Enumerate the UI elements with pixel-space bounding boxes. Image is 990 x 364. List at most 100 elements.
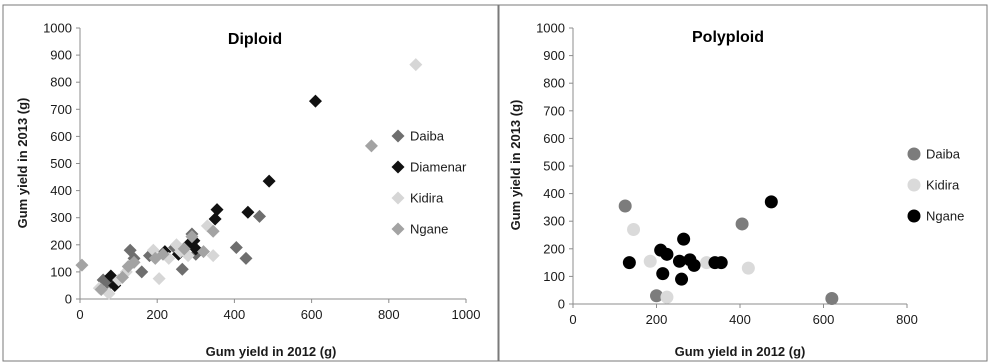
data-point bbox=[650, 289, 663, 303]
x-tick-label: 0 bbox=[569, 312, 576, 327]
legend-marker bbox=[907, 209, 921, 223]
data-point bbox=[364, 139, 378, 153]
x-tick-label: 600 bbox=[813, 312, 835, 327]
x-tick-label: 600 bbox=[301, 307, 323, 322]
data-point bbox=[206, 249, 220, 263]
legend-marker bbox=[907, 147, 921, 161]
data-point bbox=[94, 283, 108, 297]
chart-title: Diploid bbox=[228, 31, 282, 48]
data-point bbox=[229, 241, 243, 255]
y-tick-label: 100 bbox=[50, 264, 72, 279]
data-point bbox=[618, 199, 632, 213]
y-tick-label: 0 bbox=[558, 297, 565, 312]
y-tick-label: 400 bbox=[543, 186, 565, 201]
data-point bbox=[206, 224, 220, 238]
y-tick-label: 500 bbox=[50, 156, 72, 171]
y-tick-label: 700 bbox=[543, 103, 565, 118]
y-tick-label: 600 bbox=[50, 129, 72, 144]
x-tick-label: 1000 bbox=[452, 307, 481, 322]
x-tick-label: 400 bbox=[729, 312, 751, 327]
chart-panel-1: 0 100 200 300 400 500 600 700 800 900 1000 0 200 400 6… bbox=[2, 4, 499, 362]
y-tick-label: 800 bbox=[543, 76, 565, 91]
chart-title: Polyploid bbox=[692, 29, 764, 46]
y-tick-label: 0 bbox=[65, 292, 72, 307]
data-point bbox=[627, 222, 641, 236]
legend-label: Diamenar bbox=[410, 160, 467, 175]
data-point bbox=[241, 205, 255, 219]
data-point bbox=[687, 258, 701, 272]
legend-label: Ngane bbox=[926, 209, 964, 224]
y-tick-label: 700 bbox=[50, 102, 72, 117]
y-tick-label: 100 bbox=[543, 269, 565, 284]
legend: Daiba Kidira Ngane bbox=[907, 147, 964, 224]
x-tick-label: 200 bbox=[146, 307, 168, 322]
y-tick-label: 800 bbox=[50, 75, 72, 90]
y-tick-label: 300 bbox=[50, 210, 72, 225]
data-point bbox=[239, 251, 253, 265]
y-tick-label: 200 bbox=[543, 241, 565, 256]
chart-panel-2: 0 100 200 300 400 500 600 700 800 900 1000 0 200 400 6… bbox=[498, 4, 988, 362]
x-tick-label: 200 bbox=[646, 312, 668, 327]
legend-label: Daiba bbox=[926, 147, 961, 162]
legend: Daiba Diamenar Kidira Ngane bbox=[391, 129, 467, 237]
chart-frame bbox=[498, 4, 988, 362]
y-tick-label: 400 bbox=[50, 183, 72, 198]
data-point bbox=[208, 212, 222, 226]
series-kidira bbox=[92, 58, 423, 301]
data-point bbox=[156, 247, 170, 261]
data-point bbox=[409, 58, 423, 72]
legend-marker bbox=[391, 191, 405, 205]
data-point bbox=[152, 272, 166, 286]
y-axis-title: Gum yield in 2013 (g) bbox=[15, 98, 30, 229]
y-tick-label: 1000 bbox=[43, 21, 72, 36]
data-point bbox=[741, 261, 755, 275]
data-point bbox=[210, 203, 224, 217]
x-axis-title: Gum yield in 2012 (g) bbox=[675, 344, 806, 359]
series-ngane bbox=[622, 195, 778, 286]
y-tick-label: 1000 bbox=[536, 21, 565, 36]
data-point bbox=[135, 265, 149, 279]
series-ngane bbox=[75, 139, 378, 297]
data-point bbox=[643, 254, 657, 268]
legend-marker bbox=[391, 222, 405, 236]
legend-label: Kidira bbox=[410, 191, 444, 206]
y-axis-title: Gum yield in 2013 (g) bbox=[508, 100, 523, 231]
data-point bbox=[660, 290, 674, 304]
y-tick-label: 600 bbox=[543, 131, 565, 146]
data-point bbox=[115, 270, 129, 284]
data-point bbox=[656, 267, 670, 281]
data-point bbox=[764, 195, 778, 209]
data-point bbox=[677, 232, 691, 246]
chart-frame bbox=[2, 4, 499, 362]
legend-label: Kidira bbox=[926, 178, 960, 193]
legend-marker bbox=[391, 160, 405, 174]
legend-label: Daiba bbox=[410, 129, 445, 144]
legend-marker bbox=[907, 178, 921, 192]
legend-marker bbox=[391, 129, 405, 143]
data-point bbox=[714, 256, 728, 270]
data-point bbox=[185, 230, 199, 244]
x-tick-label: 0 bbox=[76, 307, 83, 322]
data-point bbox=[262, 174, 276, 188]
data-point bbox=[675, 272, 689, 286]
data-point bbox=[127, 255, 141, 269]
data-point bbox=[672, 254, 686, 268]
data-point bbox=[622, 256, 636, 270]
data-point bbox=[252, 209, 266, 223]
y-tick-label: 200 bbox=[50, 237, 72, 252]
data-point bbox=[825, 291, 839, 305]
data-point bbox=[660, 247, 674, 261]
data-point bbox=[177, 242, 191, 256]
data-point bbox=[735, 217, 749, 231]
y-tick-label: 300 bbox=[543, 214, 565, 229]
x-tick-label: 800 bbox=[896, 312, 918, 327]
x-tick-label: 800 bbox=[378, 307, 400, 322]
data-point bbox=[75, 258, 89, 272]
x-tick-label: 400 bbox=[224, 307, 246, 322]
y-tick-label: 500 bbox=[543, 159, 565, 174]
data-point bbox=[175, 262, 189, 276]
series-daiba bbox=[618, 199, 839, 305]
x-axis-title: Gum yield in 2012 (g) bbox=[206, 344, 337, 359]
